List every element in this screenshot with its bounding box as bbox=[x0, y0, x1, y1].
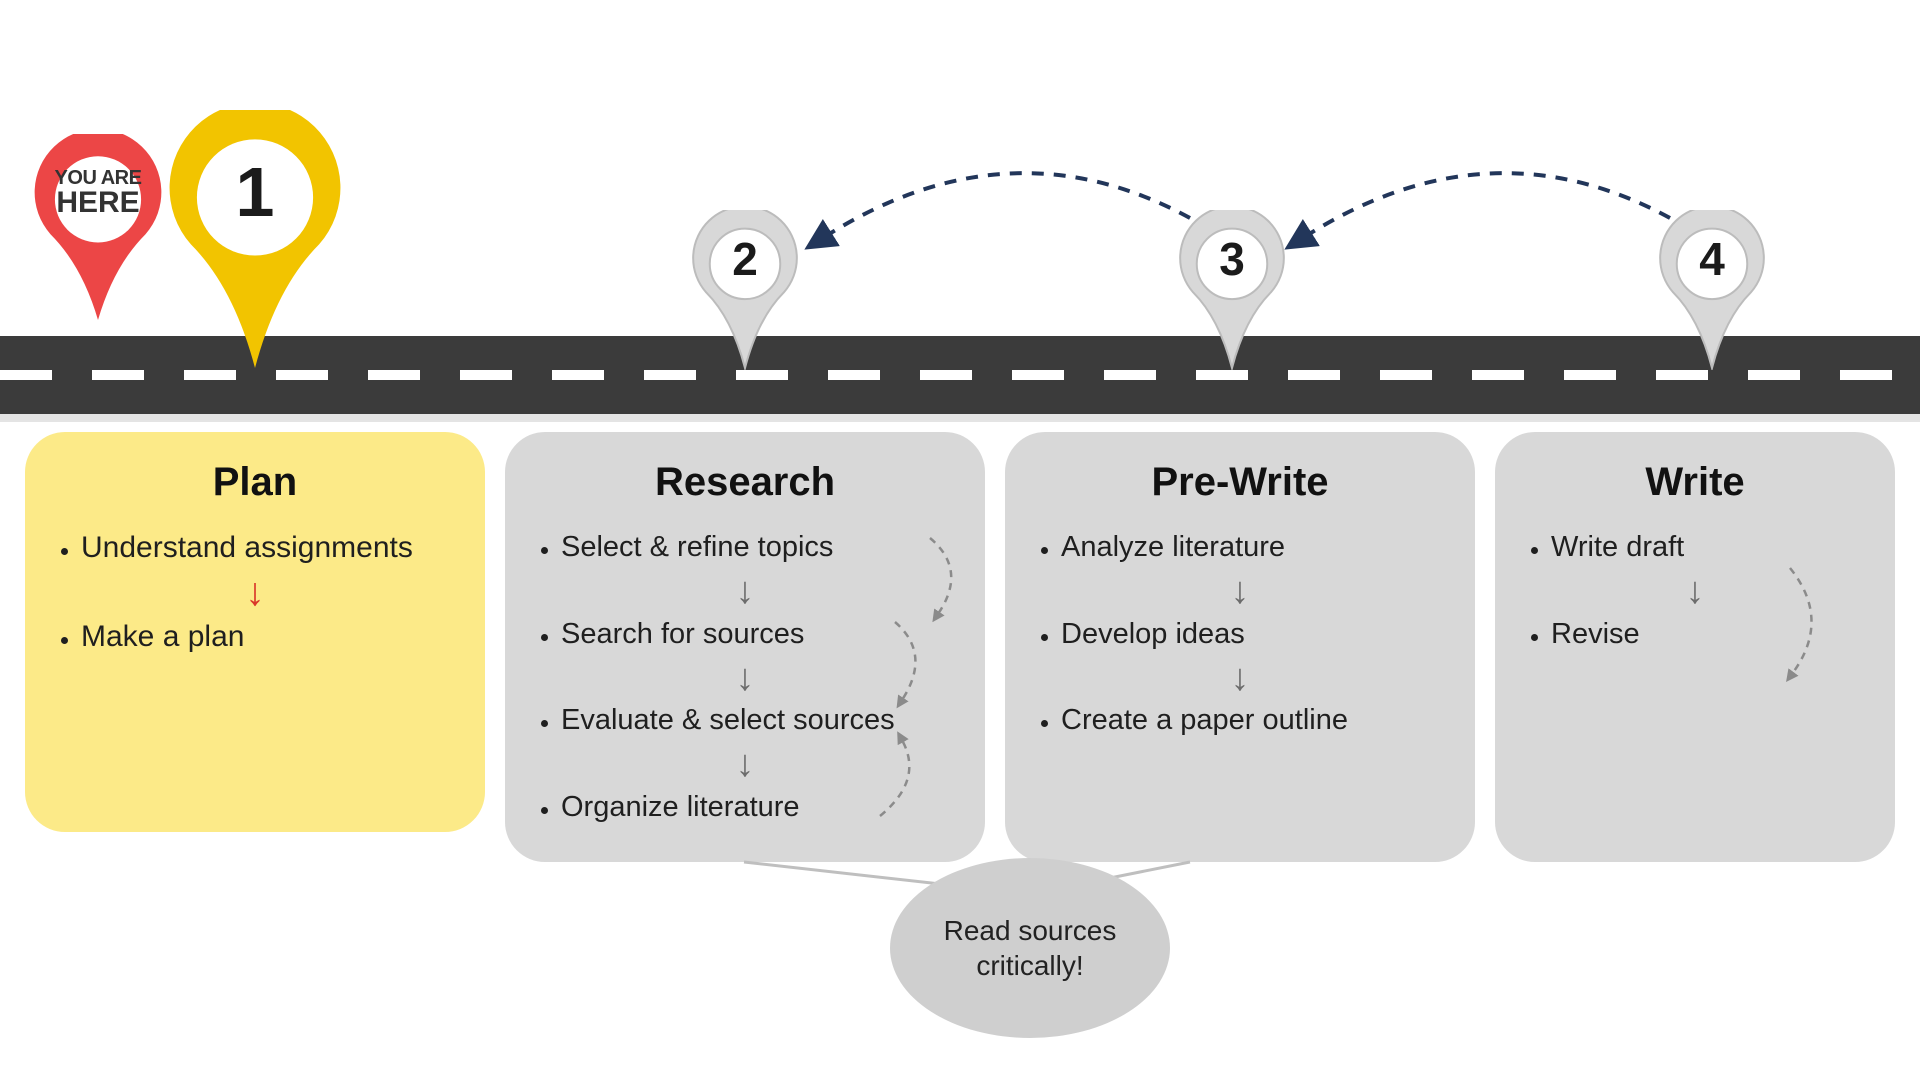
list-item: Revise bbox=[1525, 618, 1865, 651]
you-are-here-pin: YOU ARE HERE bbox=[32, 134, 164, 322]
stage-title-plan: Plan bbox=[55, 460, 455, 505]
pin-2-number: 2 bbox=[691, 232, 799, 286]
stage-title-research: Research bbox=[535, 460, 955, 505]
pin-3: 3 bbox=[1178, 210, 1286, 370]
list-item: Select & refine topics bbox=[535, 531, 955, 564]
arrow-spacer: ↓ bbox=[535, 572, 955, 610]
callout-line1: Read sources bbox=[944, 915, 1117, 946]
pin-1-number: 1 bbox=[166, 152, 344, 232]
list-item: Analyze literature bbox=[1035, 531, 1445, 564]
arrow-spacer: ↓ bbox=[55, 573, 455, 612]
list-item: Write draft bbox=[1525, 531, 1865, 564]
you-are-here-line1: YOU ARE bbox=[32, 168, 164, 188]
pin-1: 1 bbox=[166, 110, 344, 370]
arrow-spacer: ↓ bbox=[1035, 572, 1445, 610]
list-item: Understand assignments bbox=[55, 531, 455, 565]
list-item: Search for sources bbox=[535, 618, 955, 651]
list-item: Evaluate & select sources bbox=[535, 704, 955, 737]
arrow-spacer: ↓ bbox=[1525, 572, 1865, 610]
list-item: Organize literature bbox=[535, 791, 955, 824]
read-critically-callout: Read sources critically! bbox=[890, 858, 1170, 1038]
pin-4-number: 4 bbox=[1658, 232, 1766, 286]
down-arrow-icon: ↓ bbox=[1525, 572, 1865, 610]
stage-items-prewrite: Analyze literature ↓ Develop ideas ↓ Create … bbox=[1035, 531, 1445, 737]
arrow-spacer: ↓ bbox=[1035, 659, 1445, 697]
pin-4: 4 bbox=[1658, 210, 1766, 370]
stage-card-write: Write Write draft ↓ Revise bbox=[1495, 432, 1895, 862]
down-arrow-icon: ↓ bbox=[55, 573, 455, 612]
stage-items-plan: Understand assignments ↓ Make a plan bbox=[55, 531, 455, 654]
road-shadow bbox=[0, 414, 1920, 422]
callout-line2: critically! bbox=[976, 950, 1083, 981]
down-arrow-icon: ↓ bbox=[535, 572, 955, 610]
you-are-here-line2: HERE bbox=[32, 188, 164, 218]
down-arrow-icon: ↓ bbox=[1035, 659, 1445, 697]
you-are-here-label: YOU ARE HERE bbox=[32, 168, 164, 218]
callout-text: Read sources critically! bbox=[944, 913, 1117, 983]
arrow-spacer: ↓ bbox=[535, 745, 955, 783]
list-item: Create a paper outline bbox=[1035, 704, 1445, 737]
arrow-spacer: ↓ bbox=[535, 659, 955, 697]
list-item: Make a plan bbox=[55, 620, 455, 654]
down-arrow-icon: ↓ bbox=[535, 659, 955, 697]
stage-items-research: Select & refine topics ↓ Search for source… bbox=[535, 531, 955, 824]
stage-items-write: Write draft ↓ Revise bbox=[1525, 531, 1865, 651]
list-item: Develop ideas bbox=[1035, 618, 1445, 651]
stage-card-plan: Plan Understand assignments ↓ Make a plan bbox=[25, 432, 485, 832]
down-arrow-icon: ↓ bbox=[535, 745, 955, 783]
stage-card-research: Research Select & refine topics ↓ Search fo… bbox=[505, 432, 985, 862]
down-arrow-icon: ↓ bbox=[1035, 572, 1445, 610]
pin-3-number: 3 bbox=[1178, 232, 1286, 286]
stage-card-prewrite: Pre-Write Analyze literature ↓ Develop idea… bbox=[1005, 432, 1475, 862]
pin-2: 2 bbox=[691, 210, 799, 370]
stage-title-prewrite: Pre-Write bbox=[1035, 460, 1445, 505]
stage-title-write: Write bbox=[1525, 460, 1865, 505]
